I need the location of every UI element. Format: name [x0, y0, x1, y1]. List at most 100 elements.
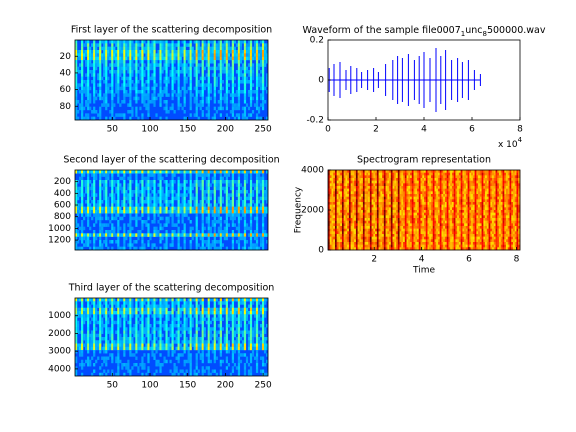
- image-cell: [350, 226, 353, 229]
- image-cell: [333, 178, 336, 181]
- image-cell: [111, 330, 114, 334]
- image-cell: [195, 223, 198, 227]
- image-cell: [265, 240, 269, 244]
- image-cell: [99, 314, 102, 318]
- image-cell: [103, 298, 106, 302]
- image-cell: [153, 53, 156, 57]
- image-cell: [203, 40, 206, 44]
- image-cell: [111, 311, 114, 315]
- image-cell: [231, 206, 235, 211]
- image-cell: [243, 327, 247, 331]
- image-cell: [255, 340, 259, 344]
- image-cell: [129, 333, 132, 338]
- image-cell: [203, 210, 206, 214]
- image-cell: [111, 190, 114, 194]
- image-cell: [91, 190, 94, 194]
- image-cell: [359, 178, 362, 181]
- image-cell: [177, 203, 180, 207]
- image-cell: [127, 243, 130, 247]
- image-cell: [334, 215, 337, 219]
- image-cell: [255, 80, 259, 84]
- image-cell: [121, 203, 124, 207]
- image-cell: [89, 170, 92, 174]
- image-cell: [205, 100, 208, 104]
- image-cell: [179, 170, 182, 174]
- image-cell: [352, 170, 355, 173]
- image-cell: [257, 183, 261, 187]
- image-cell: [223, 346, 226, 351]
- image-cell: [340, 191, 343, 195]
- image-cell: [345, 180, 348, 184]
- image-cell: [345, 204, 348, 208]
- image-cell: [95, 56, 98, 61]
- image-cell: [75, 106, 78, 111]
- image-cell: [159, 333, 162, 338]
- image-cell: [338, 212, 341, 216]
- image-cell: [111, 193, 114, 197]
- image-cell: [199, 343, 202, 347]
- image-cell: [111, 213, 114, 217]
- image-cell: [354, 212, 357, 216]
- image-cell: [99, 63, 102, 67]
- image-cell: [219, 100, 222, 104]
- image-cell: [227, 40, 231, 44]
- image-cell: [237, 200, 241, 204]
- image-cell: [145, 103, 148, 107]
- image-cell: [81, 83, 84, 87]
- image-cell: [334, 207, 337, 211]
- image-cell: [191, 186, 194, 191]
- image-cell: [233, 50, 237, 54]
- image-cell: [225, 96, 228, 101]
- image-cell: [231, 96, 235, 101]
- image-cell: [261, 240, 265, 244]
- image-cell: [227, 363, 231, 367]
- image-cell: [95, 210, 98, 214]
- image-cell: [352, 210, 355, 213]
- image-cell: [219, 359, 222, 364]
- image-cell: [338, 215, 341, 219]
- image-cell: [177, 196, 180, 201]
- image-cell: [171, 350, 174, 354]
- image-cell: [243, 86, 247, 91]
- image-cell: [129, 304, 132, 308]
- image-cell: [253, 186, 257, 191]
- image-cell: [251, 311, 255, 315]
- image-cell: [357, 223, 360, 227]
- image-cell: [167, 80, 170, 84]
- image-cell: [237, 103, 241, 107]
- image-cell: [231, 213, 235, 217]
- image-cell: [87, 170, 90, 174]
- image-cell: [341, 234, 344, 237]
- image-cell: [111, 63, 114, 67]
- image-cell: [221, 170, 224, 174]
- image-cell: [123, 90, 126, 94]
- image-cell: [213, 327, 216, 331]
- image-cell: [261, 176, 265, 181]
- image-cell: [239, 90, 243, 94]
- image-cell: [223, 50, 226, 54]
- image-cell: [75, 346, 78, 351]
- image-cell: [129, 317, 132, 321]
- image-cell: [225, 236, 228, 241]
- image-cell: [237, 193, 241, 197]
- image-cell: [253, 53, 257, 57]
- image-cell: [350, 180, 353, 184]
- image-cell: [147, 324, 150, 328]
- image-cell: [261, 80, 265, 84]
- image-cell: [119, 206, 122, 211]
- image-cell: [199, 353, 202, 357]
- image-cell: [91, 333, 94, 338]
- image-cell: [231, 110, 235, 114]
- image-cell: [199, 206, 202, 211]
- image-cell: [239, 53, 243, 57]
- image-cell: [193, 314, 196, 318]
- image-cell: [263, 193, 267, 197]
- image-cell: [125, 46, 128, 51]
- image-cell: [207, 333, 210, 338]
- image-cell: [207, 304, 210, 308]
- image-cell: [147, 317, 150, 321]
- image-cell: [195, 83, 198, 87]
- image-cell: [213, 76, 216, 81]
- image-cell: [121, 346, 124, 351]
- image-cell: [157, 176, 160, 181]
